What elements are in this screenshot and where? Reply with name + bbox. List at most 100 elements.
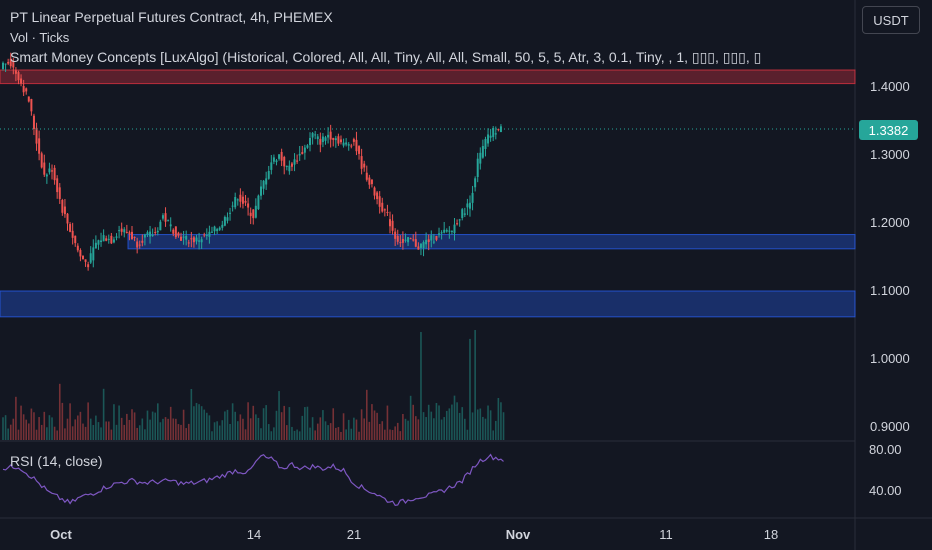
- candle-body: [497, 129, 500, 131]
- volume-bar: [500, 402, 502, 440]
- candle-body: [440, 232, 443, 234]
- volume-bar: [402, 413, 404, 440]
- volume-bar: [58, 383, 61, 440]
- volume-bar: [33, 412, 35, 440]
- price-tick-label: 1.2000: [870, 215, 910, 230]
- candle-body: [210, 231, 213, 233]
- volume-bar: [469, 338, 471, 440]
- volume-bar: [409, 395, 412, 440]
- time-tick-label: 11: [659, 527, 673, 542]
- volume-bar: [28, 423, 30, 440]
- candle-body: [404, 239, 407, 241]
- price-tick-label: 1.4000: [870, 79, 910, 94]
- candle-body: [419, 243, 422, 248]
- volume-bar: [386, 405, 389, 440]
- candle-body: [2, 62, 4, 69]
- volume-bar: [306, 406, 309, 440]
- candle-body: [38, 138, 41, 154]
- volume-bar: [340, 431, 342, 440]
- volume-bar: [391, 429, 394, 440]
- volume-bar: [206, 412, 208, 440]
- rsi-indicator-label[interactable]: RSI (14, close): [10, 453, 103, 469]
- volume-bar: [358, 431, 360, 440]
- volume-bar: [255, 414, 257, 440]
- candle-body: [347, 144, 350, 146]
- volume-bar: [252, 405, 255, 440]
- candle-body: [494, 133, 497, 135]
- smc-indicator-label[interactable]: Smart Money Concepts [LuxAlgo] (Historic…: [10, 49, 762, 65]
- candle-body: [262, 180, 265, 189]
- volume-bar: [92, 425, 95, 440]
- candle-body: [345, 142, 348, 145]
- volume-bar: [445, 410, 448, 440]
- volume-bar: [270, 431, 273, 440]
- volume-bar: [453, 395, 456, 440]
- candle-body: [14, 70, 17, 74]
- candle-body: [22, 85, 25, 93]
- volume-bar: [154, 412, 157, 440]
- volume-bar: [422, 412, 425, 440]
- candle-body: [236, 199, 239, 201]
- candle-body: [425, 239, 428, 245]
- volume-bar: [20, 405, 22, 440]
- candle-body: [430, 235, 433, 241]
- candle-body: [332, 137, 335, 140]
- volume-bar: [384, 429, 386, 440]
- candle-body: [84, 259, 87, 262]
- volume-bar: [322, 410, 324, 440]
- volume-bar: [100, 427, 102, 440]
- volume-bar: [487, 405, 489, 440]
- candle-body: [450, 230, 453, 232]
- candle-body: [391, 220, 394, 231]
- candle-body: [378, 196, 381, 207]
- volume-bar: [345, 429, 347, 440]
- volume-bar: [311, 417, 314, 440]
- volume-bar: [15, 396, 17, 440]
- candle-body: [200, 239, 203, 243]
- volume-bar: [267, 424, 270, 440]
- volume-bar: [25, 419, 28, 440]
- candle-body: [107, 238, 110, 240]
- price-tick-label: 1.0000: [870, 351, 910, 366]
- chart-title: PT Linear Perpetual Futures Contract, 4h…: [10, 9, 333, 25]
- candle-body: [303, 147, 306, 153]
- candle-body: [321, 136, 324, 143]
- volume-bar: [187, 423, 190, 440]
- candle-body: [180, 236, 183, 241]
- candle-body: [205, 234, 208, 236]
- volume-bar: [200, 406, 203, 440]
- volume-bar: [257, 417, 260, 440]
- currency-button[interactable]: USDT: [862, 6, 920, 34]
- candle-body: [288, 165, 291, 172]
- volume-bar: [234, 411, 236, 440]
- volume-bar: [193, 406, 195, 440]
- supply-zone-0: [0, 69, 856, 85]
- volume-bar: [381, 421, 384, 440]
- volume-bar: [415, 416, 417, 440]
- volume-bar: [443, 417, 445, 440]
- candle-body: [141, 240, 144, 243]
- volume-bar: [167, 418, 169, 440]
- volume-bar: [162, 418, 164, 440]
- candle-body: [198, 240, 201, 242]
- volume-bar: [138, 425, 141, 440]
- candle-body: [221, 224, 224, 228]
- candle-body: [427, 239, 430, 243]
- volume-bar: [77, 415, 79, 440]
- volume-bar: [95, 415, 97, 440]
- candle-body: [487, 134, 490, 144]
- candle-body: [260, 186, 262, 196]
- candle-body: [51, 170, 54, 172]
- volume-bar: [182, 409, 185, 440]
- candle-body: [370, 179, 373, 185]
- volume-bar: [448, 408, 451, 440]
- candle-body: [394, 231, 397, 239]
- volume-bar: [203, 409, 206, 440]
- candle-body: [185, 236, 188, 240]
- candle-body: [182, 236, 185, 238]
- candle-body: [350, 145, 353, 147]
- volume-bar: [157, 403, 159, 440]
- candle-body: [213, 226, 216, 232]
- volume-indicator-label[interactable]: Vol · Ticks: [10, 30, 70, 45]
